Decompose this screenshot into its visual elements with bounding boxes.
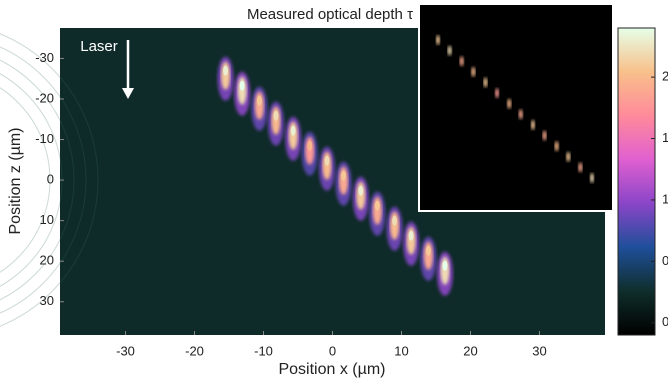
x-tick-label: 10 [394,343,408,358]
x-tick-label: -20 [185,343,204,358]
spot-core [290,125,296,136]
y-tick-label: -30 [35,50,54,65]
laser-arrowhead [122,88,134,99]
spot-core [324,155,330,166]
spot-core [408,230,414,241]
x-tick-label: 0 [329,343,336,358]
spot-core [223,65,229,76]
x-tick-label: -30 [116,343,135,358]
y-tick-label: 10 [40,212,54,227]
inset [418,3,614,212]
laser-label: Laser [80,38,118,55]
colorbar-tick-label: 1 [662,191,668,206]
colorbar-tick-label: 2 [662,69,668,84]
spot-core [358,185,364,196]
spot-core [425,245,431,256]
spot-core [256,95,262,106]
y-axis-label: Position z (µm) [7,127,24,234]
colorbar-tick-label: 1.5 [662,130,668,145]
x-tick-label: 20 [463,343,477,358]
inset-spot [436,35,440,45]
spot-core [239,80,245,91]
spot-core [307,140,313,151]
inset-spot [530,119,535,130]
inset-spot [483,77,488,88]
inset-spot [590,173,594,183]
colorbar [617,27,656,336]
inset-spot [578,162,583,173]
spot-core [341,170,347,181]
x-tick-label: 30 [532,343,546,358]
spot-core [442,260,448,271]
colorbar-tick-label: 0 [662,314,668,329]
inset-spot [507,98,512,109]
y-tick-label: 0 [47,172,54,187]
inset-spot [447,45,452,56]
inset-spot [471,66,476,77]
inset-spot [518,109,523,120]
inset-title: Measured optical depth τ [247,6,413,23]
inset-spot [554,141,559,152]
inset-spot [495,88,500,99]
colorbar-tick-label: 0.5 [662,253,668,268]
inset-spot [566,151,571,162]
spot-core [273,110,279,121]
spot-core [374,200,380,211]
y-tick-label: -20 [35,90,54,105]
y-tick-label: 20 [40,253,54,268]
y-tick-label: 30 [40,293,54,308]
y-tick-label: -10 [35,131,54,146]
x-tick-label: -10 [254,343,273,358]
inset-spot [542,130,547,141]
inset-spot [459,56,464,67]
spot-core [392,215,398,226]
x-axis-label: Position x (µm) [278,361,385,378]
